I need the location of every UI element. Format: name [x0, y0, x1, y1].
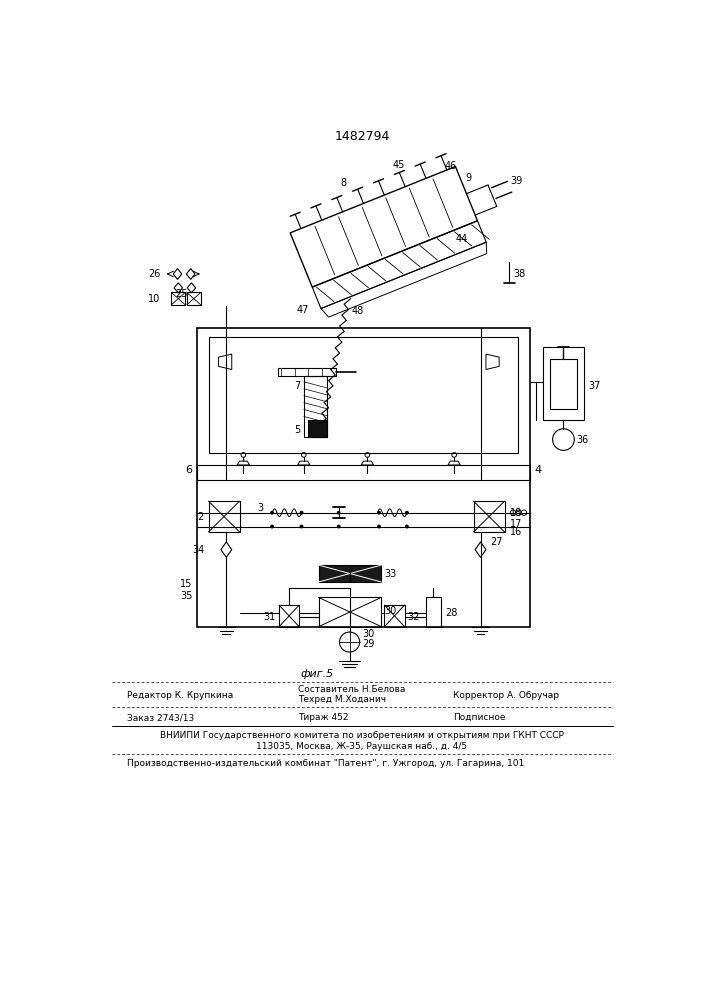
Bar [209, 501, 240, 532]
Bar [385, 605, 404, 627]
Text: 17: 17 [510, 519, 522, 529]
Bar [197, 465, 530, 480]
Text: 8: 8 [340, 178, 346, 188]
Bar [549, 359, 578, 409]
Text: 7: 7 [293, 381, 300, 391]
Text: 18: 18 [510, 508, 522, 518]
Text: 29: 29 [362, 639, 374, 649]
Text: Редактор К. Крупкина: Редактор К. Крупкина [127, 691, 233, 700]
Text: 9: 9 [466, 173, 472, 183]
Text: 5: 5 [293, 425, 300, 435]
Text: 38: 38 [513, 269, 525, 279]
Circle shape [405, 525, 409, 528]
Bar [171, 292, 185, 305]
Text: 113035, Москва, Ж-35, Раушская наб., д. 4/5: 113035, Москва, Ж-35, Раушская наб., д. … [257, 742, 467, 751]
Bar [187, 292, 201, 305]
Text: 45: 45 [392, 160, 404, 170]
Text: 44: 44 [456, 234, 468, 244]
Text: Тираж 452: Тираж 452 [298, 713, 348, 722]
Bar [319, 597, 381, 627]
Text: Корректор А. Обручар: Корректор А. Обручар [452, 691, 559, 700]
Text: фиг.5: фиг.5 [300, 669, 334, 679]
Bar [543, 347, 585, 420]
Circle shape [337, 525, 341, 528]
Bar [279, 368, 337, 376]
Text: 39: 39 [510, 176, 522, 186]
Text: 34: 34 [192, 545, 204, 555]
Text: 33: 33 [385, 569, 397, 579]
Text: Составитель Н.Белова: Составитель Н.Белова [298, 685, 405, 694]
Bar [304, 376, 327, 437]
Text: 15: 15 [180, 579, 192, 589]
Bar [308, 420, 327, 437]
Circle shape [270, 525, 274, 528]
Text: 30: 30 [385, 606, 397, 616]
Circle shape [377, 511, 381, 515]
Circle shape [300, 511, 303, 515]
Text: 30: 30 [362, 629, 374, 639]
Bar [474, 501, 505, 532]
Text: 47: 47 [296, 305, 308, 315]
Text: 25: 25 [175, 289, 187, 299]
Text: 27: 27 [490, 537, 503, 547]
Text: 48: 48 [352, 306, 364, 316]
Bar [426, 597, 441, 627]
Text: Подписное: Подписное [452, 713, 505, 722]
Bar [209, 337, 518, 453]
Text: 31: 31 [264, 612, 276, 622]
Text: 1482794: 1482794 [334, 130, 390, 143]
Circle shape [405, 511, 409, 515]
Text: 26: 26 [148, 269, 160, 279]
Bar [319, 565, 381, 582]
Text: 28: 28 [445, 608, 457, 618]
Text: 3: 3 [257, 503, 264, 513]
Text: 16: 16 [510, 527, 522, 537]
Circle shape [377, 525, 381, 528]
Text: 46: 46 [444, 161, 457, 171]
Text: 32: 32 [408, 612, 420, 622]
Text: 10: 10 [148, 294, 160, 304]
Bar [279, 605, 299, 627]
Text: Заказ 2743/13: Заказ 2743/13 [127, 713, 194, 722]
Text: 6: 6 [185, 465, 192, 475]
Circle shape [337, 511, 341, 515]
Text: 37: 37 [588, 381, 601, 391]
Text: 36: 36 [577, 435, 589, 445]
Text: 35: 35 [180, 591, 192, 601]
Bar [197, 328, 530, 627]
Circle shape [300, 525, 303, 528]
Text: Техред М.Ходанич: Техред М.Ходанич [298, 695, 385, 704]
Circle shape [270, 511, 274, 515]
Text: Производственно-издательский комбинат "Патент", г. Ужгород, ул. Гагарина, 101: Производственно-издательский комбинат "П… [127, 759, 525, 768]
Text: 2: 2 [197, 512, 203, 522]
Text: 4: 4 [534, 465, 542, 475]
Text: ВНИИПИ Государственного комитета по изобретениям и открытиям при ГКНТ СССР: ВНИИПИ Государственного комитета по изоб… [160, 732, 564, 740]
